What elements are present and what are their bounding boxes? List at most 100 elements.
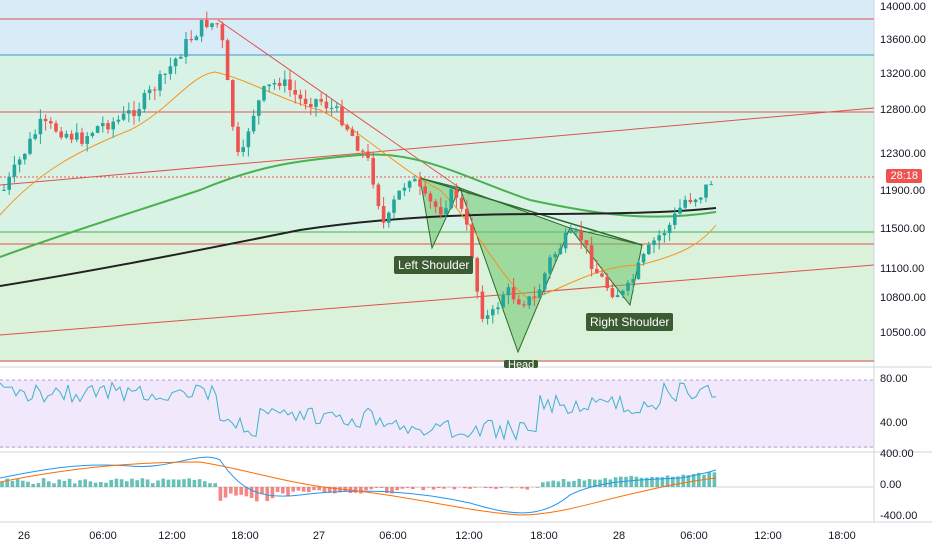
candle-body (355, 136, 360, 151)
candle-body (236, 126, 240, 153)
macd-bar (187, 478, 191, 487)
candle-body (454, 189, 459, 198)
macd-bar (359, 487, 363, 494)
macd-bar (686, 475, 691, 487)
candle-body (101, 123, 105, 127)
macd-bar (665, 475, 670, 487)
head-shape[interactable] (459, 187, 571, 354)
macd-bar (431, 487, 436, 490)
macd-bar (83, 479, 87, 487)
candle-body (641, 254, 646, 263)
macd-bar (369, 487, 373, 490)
candle-body (85, 136, 89, 144)
macd-bar (166, 479, 171, 487)
macd-bar (442, 487, 446, 489)
candle-body (23, 153, 27, 160)
macd-bar (249, 487, 254, 499)
candle-body (673, 213, 677, 225)
candle-body (605, 276, 609, 289)
price-tick: 11100.00 (880, 263, 925, 275)
candle-body (480, 291, 485, 319)
candle-body (231, 80, 235, 127)
macd-bar (707, 472, 711, 487)
macd-bar (691, 473, 696, 487)
time-tick: 18:00 (530, 530, 558, 542)
macd-bar (520, 487, 524, 489)
neckline[interactable] (419, 177, 643, 246)
candle-body (527, 296, 531, 306)
candle-body (423, 186, 427, 194)
candle-body (189, 39, 193, 41)
macd-bar (307, 487, 311, 493)
macd-bar (21, 480, 25, 487)
candle-body (366, 151, 370, 158)
candle-body (205, 20, 209, 27)
macd-bar (426, 487, 431, 488)
macd-bar (681, 474, 685, 487)
candle-body (657, 235, 661, 241)
time-tick: 12:00 (158, 530, 186, 542)
candle-body (225, 40, 230, 81)
macd-bar (624, 476, 628, 487)
candle-body (688, 199, 693, 203)
candle-body (522, 304, 526, 306)
macd-bar (645, 477, 649, 487)
candle-body (345, 125, 349, 130)
candle-body (584, 240, 589, 246)
macd-bar (151, 483, 155, 487)
candle-body (704, 184, 708, 198)
time-tick: 18:00 (828, 530, 856, 542)
macd-bar (213, 483, 217, 487)
macd-bar (135, 480, 139, 487)
rsi-band (0, 380, 874, 448)
candle-body (693, 199, 698, 203)
price-tick: 12800.00 (880, 104, 926, 116)
candle-body (350, 129, 355, 137)
macd-bar (114, 478, 119, 487)
macd-bar (57, 479, 61, 487)
macd-bar (62, 480, 67, 487)
macd-bar (634, 476, 639, 487)
macd-bar (161, 478, 165, 487)
macd-bar (260, 487, 264, 495)
candle-body (49, 121, 53, 124)
macd-bar (671, 476, 675, 487)
macd-bar (405, 487, 410, 488)
candle-body (647, 244, 651, 255)
macd-bar (119, 479, 124, 487)
macd-bar (317, 487, 321, 491)
macd-bar (598, 479, 602, 487)
candle-body (127, 110, 131, 114)
macd-bar (660, 477, 665, 487)
candle-body (64, 133, 69, 138)
macd-bar (67, 478, 72, 487)
macd-bar (36, 483, 41, 487)
macd-bar (177, 479, 181, 487)
candle-body (168, 66, 173, 74)
candle-body (142, 93, 147, 110)
channel-lower-line[interactable] (0, 264, 875, 336)
price-tick: 10500.00 (880, 327, 926, 339)
candles[interactable] (2, 11, 713, 325)
macd-bar (125, 481, 129, 487)
macd-bar (374, 487, 379, 488)
candle-body (309, 104, 313, 107)
candle-body (194, 36, 199, 41)
macd-bar (333, 487, 337, 494)
candle-body (116, 119, 121, 122)
macd-bar (255, 487, 259, 502)
macd-bar (546, 481, 550, 487)
macd-bar (593, 479, 597, 487)
time-tick: 28 (612, 530, 626, 542)
last-price-tag: 28:18 (886, 169, 922, 183)
downtrend-line[interactable] (217, 19, 471, 196)
candle-body (543, 273, 547, 290)
candle-body (272, 82, 277, 85)
candle-body (678, 207, 682, 214)
channel-upper-line[interactable] (0, 107, 875, 186)
right-shoulder-shape[interactable] (568, 227, 643, 307)
macd-tick: 0.00 (880, 479, 902, 491)
candle-body (418, 179, 422, 187)
macd-bar (452, 487, 457, 490)
